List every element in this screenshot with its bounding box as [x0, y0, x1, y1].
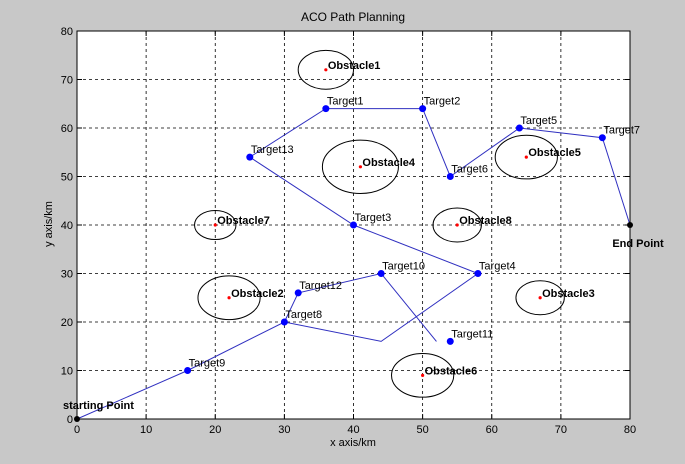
target-label: Target7: [603, 125, 640, 137]
target-label: Target3: [355, 212, 392, 224]
obstacle-label: Obstacle3: [542, 288, 595, 300]
obstacle-center: [524, 155, 528, 159]
obstacle-label: Obstacle8: [459, 215, 512, 227]
plot-area: 0 10 20 30 40 50 60 70 80 0 10 20 30 40 50 60 70 80 Obstac…: [61, 26, 664, 436]
target-marker: [515, 124, 523, 132]
x-tick-label: 40: [347, 424, 359, 436]
obstacle-ellipse: [432, 207, 482, 243]
y-tick-label: 60: [61, 123, 73, 135]
obstacle-ellipse: [194, 209, 237, 241]
branch-path-line: [283, 272, 437, 342]
y-tick-label: 80: [61, 26, 73, 38]
obstacle-ellipse: [494, 134, 558, 180]
start-marker: [74, 416, 80, 422]
x-tick-label: 80: [624, 424, 636, 436]
x-tick-label: 50: [417, 424, 429, 436]
target-label: Target4: [479, 261, 516, 273]
target-marker: [280, 318, 288, 326]
y-tick-label: 0: [67, 414, 73, 426]
target-marker: [446, 173, 454, 180]
y-tick-label: 20: [61, 317, 73, 329]
obstacle-ellipse: [391, 353, 455, 398]
target-marker: [474, 270, 482, 277]
obstacle-ellipse: [321, 139, 399, 194]
target-label: Target12: [299, 280, 342, 292]
x-tick-label: 70: [555, 424, 567, 436]
obstacle-center: [358, 165, 363, 169]
target-marker: [184, 367, 192, 374]
obstacle-center: [213, 223, 217, 227]
target-label: Target13: [251, 144, 294, 156]
target-label: Target11: [451, 328, 493, 340]
x-tick-label: 30: [278, 424, 290, 436]
target-label: Target8: [285, 309, 322, 321]
obstacle-label: Obstacle4: [362, 157, 415, 169]
target-marker: [350, 221, 357, 229]
obstacle-label: Obstacle6: [425, 365, 478, 377]
target-label: Target5: [520, 115, 557, 127]
obstacle-label: Obstacle5: [528, 147, 581, 159]
obstacle-center: [227, 296, 231, 300]
end-label: End Point: [612, 238, 664, 250]
target-marker: [419, 105, 427, 113]
obstacle-label: Obstacle7: [217, 215, 270, 227]
target-label: Target6: [451, 164, 488, 176]
target-marker: [377, 270, 385, 277]
obstacle-center: [324, 68, 328, 72]
target-label: Target1: [327, 96, 364, 108]
obstacle-label: Obstacle2: [231, 288, 284, 300]
x-tick-label: 10: [140, 424, 152, 436]
obstacle-ellipse: [197, 275, 261, 321]
target-marker: [294, 289, 302, 297]
y-tick-label: 50: [61, 172, 73, 184]
y-axis-label: y axis/km: [43, 201, 55, 247]
target-marker: [598, 134, 606, 142]
target-marker: [446, 337, 454, 345]
obstacle-center: [455, 223, 459, 227]
x-tick-label: 0: [74, 424, 80, 436]
obstacle-label: Obstacle1: [328, 60, 381, 72]
y-tick-label: 30: [61, 269, 73, 281]
obstacle-ellipse: [515, 280, 565, 316]
y-tick-label: 10: [61, 366, 73, 378]
start-label: starting Point: [63, 400, 134, 412]
x-tick-label: 20: [209, 424, 221, 436]
obstacle-center: [538, 296, 542, 300]
target-marker: [322, 105, 330, 113]
x-tick-label: 60: [486, 424, 498, 436]
obstacle-center: [421, 373, 425, 377]
target-label: Target10: [382, 261, 425, 273]
chart-title: ACO Path Planning: [301, 10, 405, 24]
end-marker: [627, 222, 633, 228]
target-label: Target2: [424, 96, 461, 108]
x-axis-label: x axis/km: [330, 437, 376, 449]
target-label: Target9: [189, 358, 226, 370]
target-marker: [246, 153, 254, 161]
obstacle-ellipse: [297, 49, 355, 90]
y-tick-label: 40: [61, 220, 73, 232]
y-tick-label: 70: [61, 75, 73, 87]
